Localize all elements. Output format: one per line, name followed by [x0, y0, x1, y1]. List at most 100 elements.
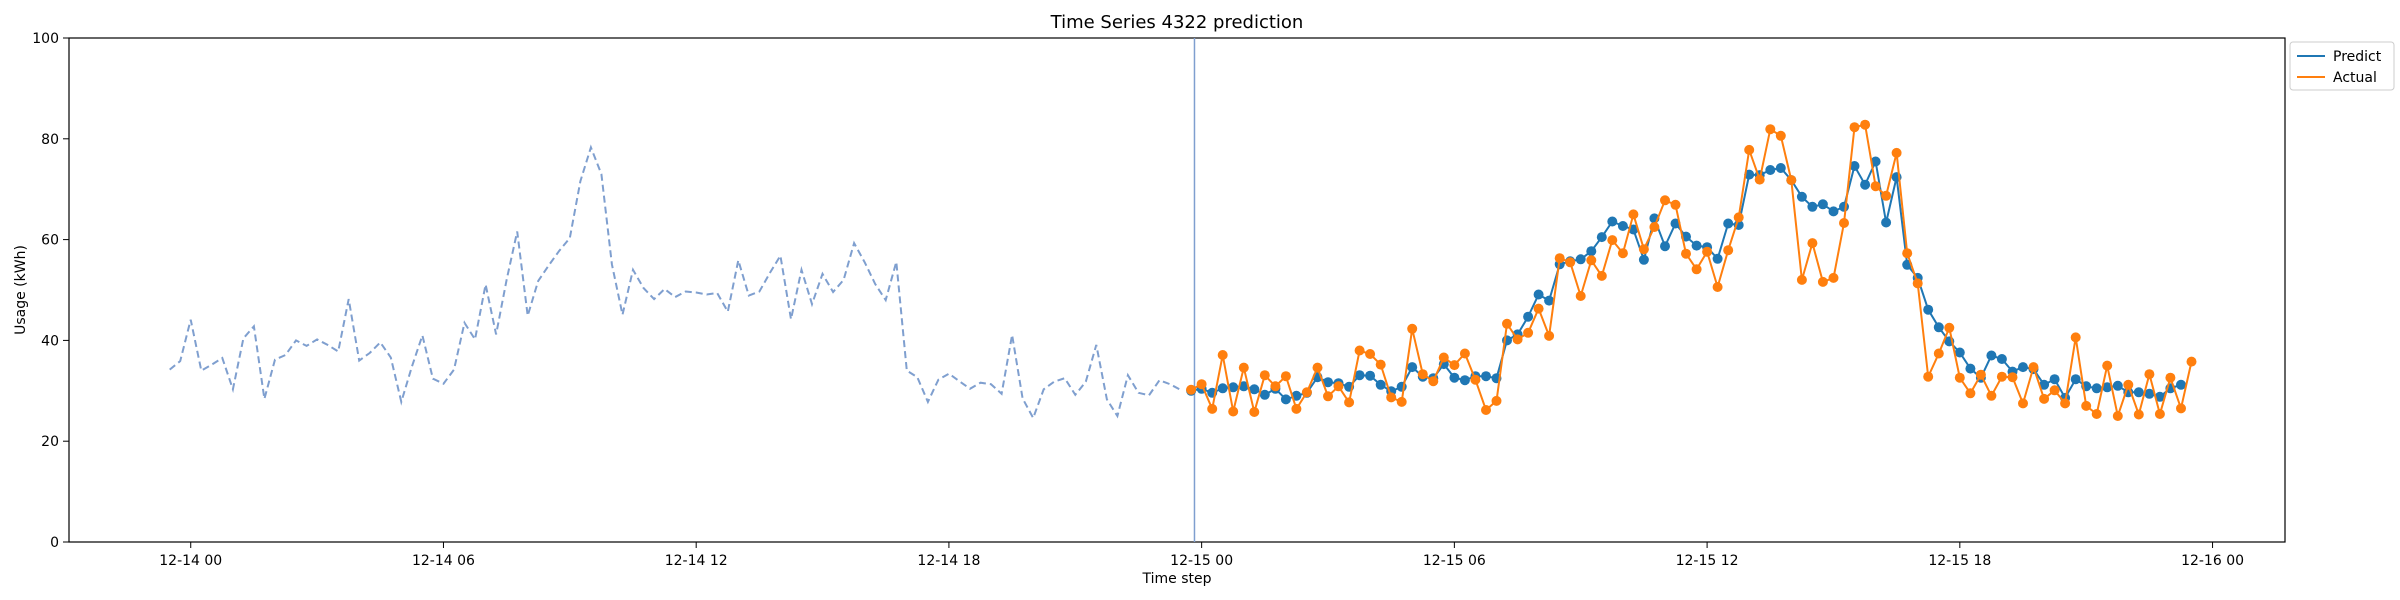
- actual-point: [2165, 372, 2176, 383]
- predict-point: [1660, 241, 1670, 252]
- actual-point: [1649, 222, 1660, 232]
- predict-point: [2112, 380, 2123, 391]
- actual-point: [1660, 195, 1670, 206]
- actual-point: [1523, 327, 1534, 338]
- predict-point: [1575, 254, 1586, 265]
- actual-point: [1944, 322, 1955, 333]
- predict-point: [1596, 232, 1607, 243]
- predict-point: [1217, 383, 1228, 394]
- actual-point: [1702, 246, 1713, 257]
- predict-point: [1228, 382, 1239, 393]
- actual-point: [1575, 291, 1586, 301]
- predict-point: [1775, 163, 1786, 173]
- actual-point: [2123, 379, 2134, 390]
- legend-predict-label: Predict: [2333, 49, 2382, 65]
- predict-point: [2091, 383, 2102, 394]
- actual-line: [1190, 123, 2193, 420]
- actual-point: [2186, 356, 2197, 367]
- predict-point: [2102, 382, 2113, 393]
- predict-point: [1691, 240, 1702, 251]
- x-tick-label: 12-14 00: [159, 553, 222, 569]
- predict-point: [1323, 377, 1333, 388]
- y-tick-label: 40: [41, 333, 59, 349]
- predict-point: [1881, 217, 1892, 228]
- predict-point: [1459, 375, 1470, 386]
- actual-point: [1775, 130, 1786, 141]
- actual-point: [1860, 119, 1871, 130]
- y-tick-label: 20: [41, 434, 59, 450]
- actual-point: [1986, 390, 1997, 401]
- actual-point: [1744, 144, 1755, 155]
- actual-point: [1849, 122, 1860, 133]
- actual-point: [1291, 403, 1302, 414]
- predict-point: [2144, 388, 2155, 399]
- predict-point: [1249, 384, 1260, 395]
- x-tick-label: 12-14 18: [917, 553, 980, 569]
- actual-point: [1354, 345, 1365, 356]
- actual-point: [1533, 303, 1544, 314]
- actual-point: [1249, 407, 1260, 417]
- actual-point: [1417, 369, 1428, 380]
- actual-point: [1259, 370, 1270, 381]
- y-axis: 0 20 40 60 80 100: [32, 31, 69, 551]
- plot-area: [68, 37, 2286, 543]
- x-tick-label: 12-15 06: [1423, 553, 1486, 569]
- actual-point: [1923, 371, 1934, 382]
- actual-point: [2133, 409, 2144, 420]
- actual-point: [2007, 372, 2018, 383]
- actual-point: [1839, 218, 1849, 228]
- actual-point: [1586, 255, 1597, 266]
- x-axis-label: Time step: [1142, 571, 1212, 587]
- actual-point: [1723, 245, 1734, 256]
- actual-point: [1512, 334, 1523, 345]
- actual-point: [1449, 360, 1460, 371]
- actual-point: [1828, 272, 1839, 283]
- actual-point: [1280, 371, 1291, 382]
- actual-point: [2176, 403, 2186, 414]
- chart-title: Time Series 4322 prediction: [1050, 12, 1304, 33]
- predict-point: [2176, 379, 2186, 390]
- actual-point: [1217, 350, 1228, 360]
- actual-point: [1386, 392, 1397, 403]
- predict-point: [1849, 161, 1860, 171]
- series-layer: [169, 38, 2197, 542]
- actual-point: [1596, 270, 1607, 281]
- actual-point: [1765, 124, 1776, 135]
- predict-point: [2133, 387, 2144, 398]
- x-tick-label: 12-16 00: [2181, 553, 2244, 569]
- actual-point: [1502, 318, 1512, 329]
- y-tick-label: 0: [50, 535, 59, 551]
- predict-point: [1533, 289, 1544, 300]
- actual-point: [1975, 369, 1986, 380]
- x-tick-label: 12-14 12: [665, 553, 728, 569]
- legend-actual-label: Actual: [2333, 70, 2377, 86]
- actual-point: [1344, 397, 1355, 408]
- predict-point: [1638, 254, 1649, 265]
- actual-point: [1891, 147, 1902, 158]
- predict-point: [2018, 362, 2028, 373]
- actual-point: [1312, 362, 1323, 373]
- x-tick-label: 12-14 06: [412, 553, 475, 569]
- actual-point: [1333, 381, 1344, 392]
- predict-point: [2070, 374, 2081, 385]
- actual-point: [1881, 190, 1892, 201]
- predict-point: [1954, 347, 1965, 358]
- actual-point: [1544, 330, 1555, 341]
- actual-point: [1428, 376, 1439, 387]
- actual-point: [1712, 282, 1723, 292]
- actual-point: [1186, 384, 1197, 395]
- actual-point: [1459, 348, 1470, 359]
- predict-point: [1375, 379, 1386, 390]
- actual-point: [2091, 409, 2102, 419]
- actual-point: [1638, 244, 1649, 255]
- y-tick-label: 60: [41, 233, 59, 249]
- actual-point: [1796, 274, 1807, 285]
- legend: Predict Actual: [2289, 41, 2395, 91]
- predict-point: [1544, 295, 1555, 306]
- predict-point: [1586, 246, 1597, 257]
- actual-point: [1965, 388, 1976, 399]
- predict-point: [2154, 391, 2165, 402]
- actual-point: [1996, 371, 2007, 382]
- actual-point: [1617, 248, 1628, 259]
